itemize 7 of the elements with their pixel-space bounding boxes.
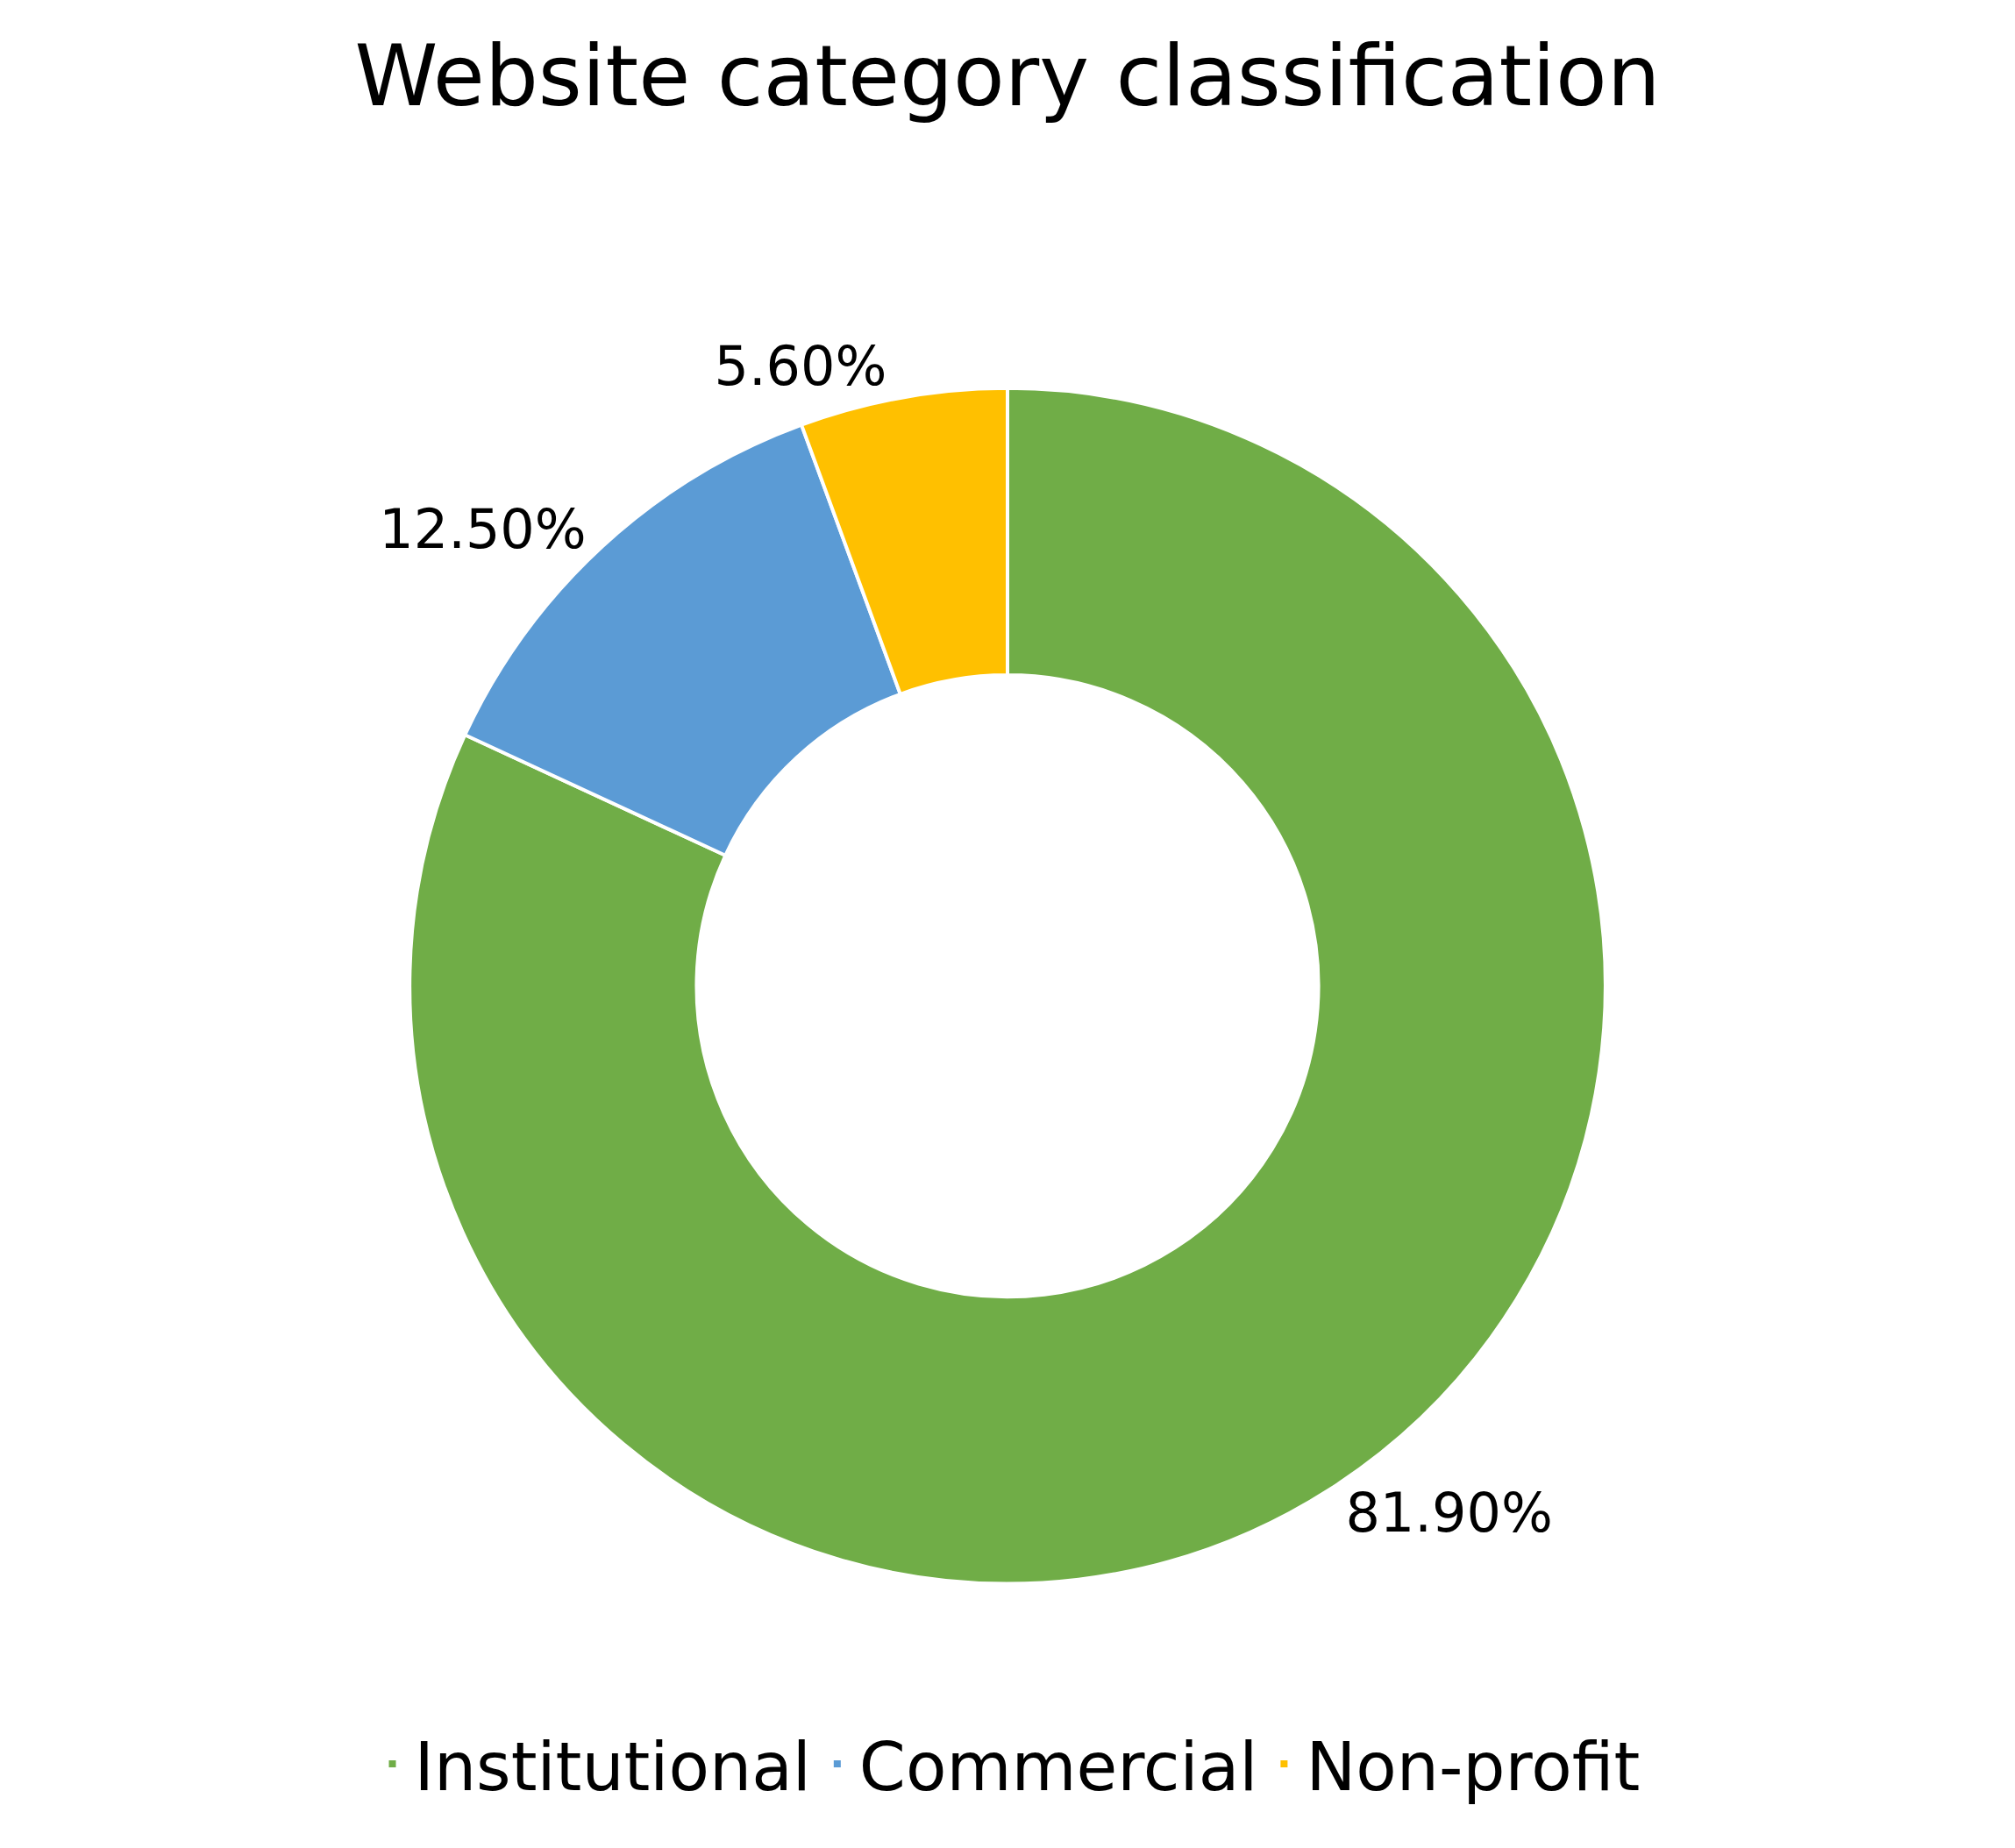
data-label: 81.90% xyxy=(1345,1480,1553,1545)
data-label: 5.60% xyxy=(714,334,887,399)
data-label: 12.50% xyxy=(379,497,587,562)
legend-label: Institutional xyxy=(414,1727,811,1806)
chart-title: Website category classification xyxy=(354,26,1661,125)
legend-label: Non-profit xyxy=(1306,1727,1641,1806)
legend-label: Commercial xyxy=(858,1727,1258,1806)
